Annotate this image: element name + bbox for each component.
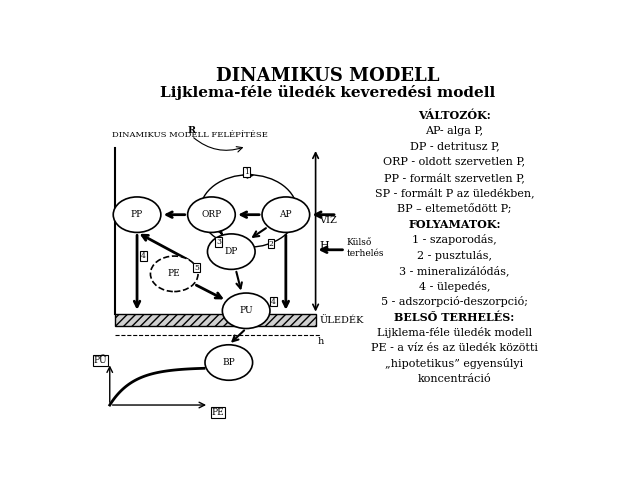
Circle shape	[188, 197, 236, 232]
Circle shape	[150, 256, 198, 291]
Text: BP – eltemetődött P;: BP – eltemetődött P;	[397, 203, 512, 214]
Text: 4 - ülepedés,: 4 - ülepedés,	[419, 281, 490, 292]
Circle shape	[205, 345, 253, 380]
Bar	[115, 314, 316, 325]
Text: FOLYAMATOK:: FOLYAMATOK:	[408, 219, 500, 230]
Text: H: H	[319, 241, 330, 251]
Text: VÍZ: VÍZ	[319, 216, 337, 225]
Text: PP - formált szervetlen P,: PP - formált szervetlen P,	[384, 172, 525, 183]
Circle shape	[207, 234, 255, 269]
Text: BELSŐ TERHELÉS:: BELSŐ TERHELÉS:	[394, 312, 515, 323]
Text: koncentráció: koncentráció	[418, 374, 492, 384]
Text: DINAMIKUS MODELL FELÉPÍTÉSE: DINAMIKUS MODELL FELÉPÍTÉSE	[112, 131, 268, 139]
Text: VÁLTOZÓK:: VÁLTOZÓK:	[418, 110, 491, 121]
Text: PE: PE	[211, 408, 224, 417]
Text: R: R	[188, 126, 196, 135]
Circle shape	[262, 197, 310, 232]
Text: DP: DP	[225, 247, 238, 256]
Text: SP - formált P az üledékben,: SP - formált P az üledékben,	[374, 188, 534, 199]
Text: ORP - oldott szervetlen P,: ORP - oldott szervetlen P,	[383, 156, 525, 167]
Text: 2: 2	[269, 240, 273, 248]
Text: 5 - adszorpció-deszorpció;: 5 - adszorpció-deszorpció;	[381, 296, 528, 307]
Text: AP- alga P,: AP- alga P,	[426, 126, 484, 136]
Text: 1 - szaporodás,: 1 - szaporodás,	[412, 234, 497, 245]
Text: PE: PE	[168, 269, 180, 278]
Text: PU: PU	[239, 306, 253, 315]
Text: Lijklema-féle üledék modell: Lijklema-féle üledék modell	[377, 327, 532, 338]
Text: 4: 4	[271, 298, 276, 306]
Text: Lijklema-féle üledék keveredési modell: Lijklema-féle üledék keveredési modell	[161, 85, 495, 100]
Text: ORP: ORP	[202, 210, 221, 219]
Text: PP: PP	[131, 210, 143, 219]
Text: h: h	[318, 336, 324, 346]
Text: BP: BP	[223, 358, 235, 367]
Circle shape	[222, 293, 270, 328]
Text: DINAMIKUS MODELL: DINAMIKUS MODELL	[216, 67, 440, 85]
Text: 1: 1	[244, 168, 248, 176]
Text: 4: 4	[141, 252, 146, 260]
Text: PE - a víz és az üledék közötti: PE - a víz és az üledék közötti	[371, 343, 538, 353]
Text: DP - detritusz P,: DP - detritusz P,	[410, 141, 499, 151]
Circle shape	[113, 197, 161, 232]
Text: AP: AP	[280, 210, 292, 219]
Text: Külső
terhelés: Külső terhelés	[346, 238, 384, 258]
Text: 2 - pusztulás,: 2 - pusztulás,	[417, 250, 492, 261]
Text: 3: 3	[216, 239, 221, 246]
Text: PÜ: PÜ	[93, 356, 108, 365]
Text: 5: 5	[194, 264, 199, 272]
Text: ÜLEDÉK: ÜLEDÉK	[319, 316, 364, 325]
Text: 3 - mineralizálódás,: 3 - mineralizálódás,	[399, 265, 509, 276]
Text: „hipotetikus” egyensúlyi: „hipotetikus” egyensúlyi	[385, 359, 524, 370]
